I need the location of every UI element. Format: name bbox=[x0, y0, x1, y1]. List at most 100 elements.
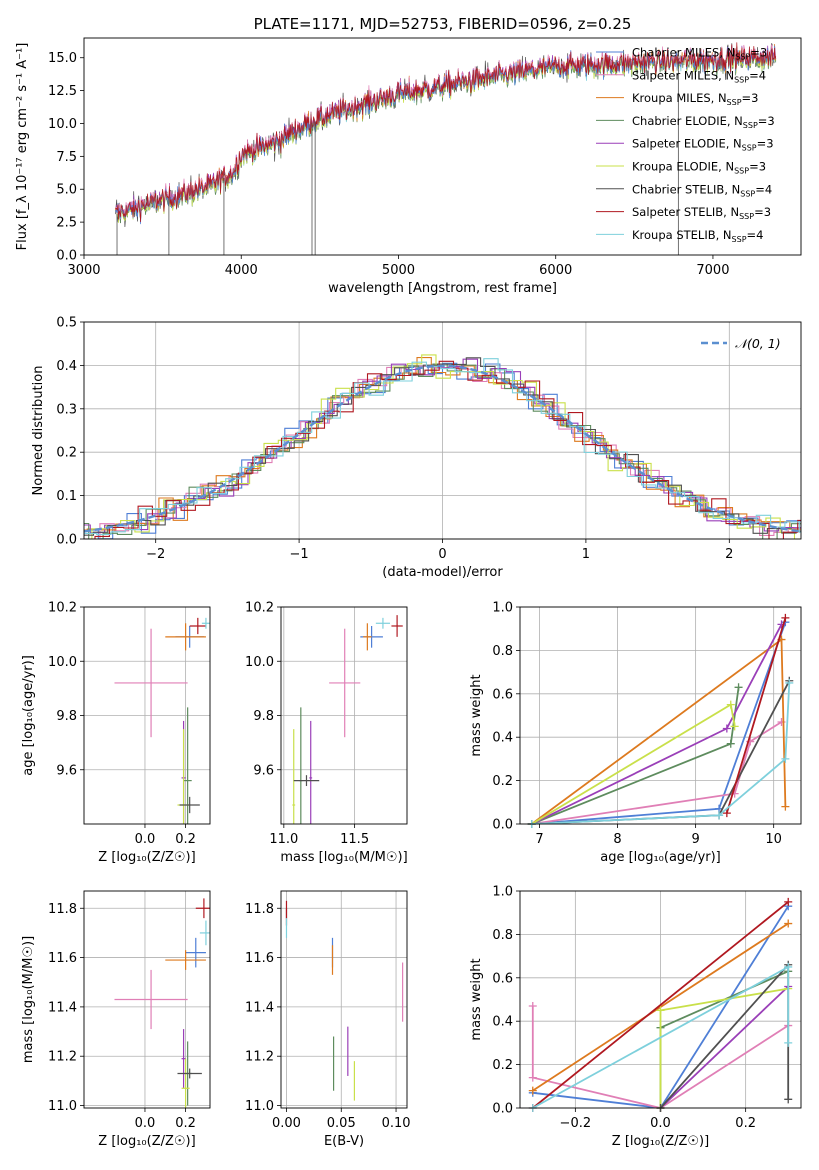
legend-label: Salpeter ELODIE, NSSP=3 bbox=[632, 137, 774, 153]
y-tick-label: 2.5 bbox=[56, 216, 77, 231]
y-tick-label: 0.8 bbox=[492, 644, 513, 659]
y-axis-label: mass weight bbox=[469, 674, 484, 756]
histogram-salpeter_stelib bbox=[84, 360, 801, 539]
y-tick-label: 9.6 bbox=[56, 763, 77, 778]
x-axis-label: age [log₁₀(age/yr)] bbox=[600, 850, 721, 865]
y-tick-label: 0.1 bbox=[56, 489, 77, 504]
mass_weight_vs_Z-axes bbox=[516, 890, 801, 1112]
y-tick-label: 7.5 bbox=[56, 150, 77, 165]
x-tick-label: 3000 bbox=[67, 263, 100, 278]
mass_weight_vs_age-frame bbox=[519, 606, 802, 825]
y-tick-label: 0.8 bbox=[492, 928, 513, 943]
y-tick-label: 0.4 bbox=[56, 359, 77, 374]
mass_vs_EBV-axes bbox=[277, 891, 407, 1112]
x-tick-label: 0.0 bbox=[135, 1116, 156, 1131]
x-tick-label: 7000 bbox=[696, 263, 729, 278]
x-tick-label: 7 bbox=[535, 832, 543, 847]
weight-marker bbox=[656, 1006, 665, 1015]
weight-line-kroupa_elodie bbox=[531, 703, 736, 824]
x-tick-label: 0.2 bbox=[175, 832, 196, 847]
x-axis-label: Z [log₁₀(Z/Z☉)] bbox=[98, 850, 195, 865]
y-tick-label: 1.0 bbox=[492, 601, 513, 616]
legend-label: 𝒩(0, 1) bbox=[735, 336, 781, 351]
weight-line-chabrier_miles bbox=[531, 621, 787, 824]
y-tick-label: 0.0 bbox=[492, 818, 513, 833]
x-tick-label: 11.0 bbox=[269, 832, 298, 847]
y-axis-label: age [log₁₀(age/yr)] bbox=[21, 655, 36, 776]
x-axis-label: wavelength [Angstrom, rest frame] bbox=[328, 281, 557, 296]
x-tick-label: 11.5 bbox=[340, 832, 369, 847]
weight-marker bbox=[784, 897, 793, 906]
histogram-chabrier_stelib bbox=[84, 357, 801, 536]
x-axis-label: mass [log₁₀(M/M☉)] bbox=[280, 850, 407, 865]
y-tick-label: 0.6 bbox=[492, 971, 513, 986]
y-tick-label: 15.0 bbox=[48, 51, 77, 66]
weight-marker bbox=[528, 1086, 537, 1095]
x-tick-label: 0.2 bbox=[735, 1116, 756, 1131]
y-tick-label: 10.0 bbox=[245, 655, 274, 670]
weight-marker bbox=[715, 811, 724, 820]
weight-marker bbox=[781, 802, 790, 811]
weight-marker bbox=[734, 683, 743, 692]
weight-line-salpeter_stelib bbox=[532, 901, 789, 1108]
weight-line-chabrier_stelib bbox=[531, 680, 791, 824]
weight-marker bbox=[726, 739, 735, 748]
x-tick-label: 0.10 bbox=[382, 1116, 411, 1131]
residuals-frame bbox=[83, 321, 802, 540]
y-tick-label: 0.0 bbox=[492, 1102, 513, 1117]
x-axis-label: (data-model)/error bbox=[382, 565, 503, 580]
mass_weight_vs_age-axes bbox=[516, 606, 801, 828]
mass_vs_Z-frame bbox=[83, 890, 211, 1109]
y-tick-label: 0.4 bbox=[492, 1015, 513, 1030]
weight-marker bbox=[781, 613, 790, 622]
x-tick-label: 0.05 bbox=[327, 1116, 356, 1131]
y-tick-label: 0.0 bbox=[56, 249, 77, 264]
weight-marker bbox=[781, 754, 790, 763]
mass_vs_EBV-frame bbox=[280, 890, 408, 1109]
x-axis-label: Z [log₁₀(Z/Z☉)] bbox=[612, 1134, 709, 1149]
y-tick-label: 1.0 bbox=[492, 885, 513, 900]
weight-line-salpeter_stelib bbox=[725, 617, 787, 814]
x-tick-label: 0.2 bbox=[175, 1116, 196, 1131]
y-tick-label: 11.2 bbox=[48, 1050, 77, 1065]
weight-line-chabrier_stelib bbox=[659, 962, 790, 1108]
y-tick-label: 0.6 bbox=[492, 687, 513, 702]
weight-line-kroupa_stelib bbox=[531, 682, 791, 824]
weight-line-chabrier_miles bbox=[532, 905, 789, 1108]
age_vs_Z-axes bbox=[80, 606, 210, 828]
x-axis-label: Z [log₁₀(Z/Z☉)] bbox=[98, 1134, 195, 1149]
x-tick-label: 0.0 bbox=[135, 832, 156, 847]
age_vs_mass-axes bbox=[277, 606, 407, 828]
y-axis-label: Flux [f_λ 10⁻¹⁷ erg cm⁻² s⁻¹ A⁻¹] bbox=[15, 43, 30, 251]
y-tick-label: 0.4 bbox=[492, 731, 513, 746]
y-tick-label: 11.4 bbox=[245, 1000, 274, 1015]
histogram-kroupa_elodie bbox=[84, 354, 801, 539]
mass_weight_vs_Z-frame bbox=[519, 890, 802, 1109]
y-tick-label: 0.3 bbox=[56, 402, 77, 417]
y-tick-label: 0.2 bbox=[492, 1058, 513, 1073]
x-tick-label: 2 bbox=[725, 547, 733, 562]
spectrum-frame bbox=[83, 37, 802, 256]
y-tick-label: 10.2 bbox=[245, 601, 274, 616]
weight-marker bbox=[528, 1002, 537, 1011]
y-tick-label: 0.2 bbox=[492, 774, 513, 789]
weight-marker bbox=[730, 722, 739, 731]
weight-marker bbox=[785, 678, 794, 687]
y-tick-label: 11.8 bbox=[245, 902, 274, 917]
y-tick-label: 9.8 bbox=[56, 709, 77, 724]
weight-line-chabrier_elodie bbox=[531, 687, 740, 824]
mass_vs_Z-axes bbox=[80, 891, 210, 1112]
weight-line-salpeter_miles bbox=[531, 1006, 789, 1108]
weight-marker bbox=[784, 919, 793, 928]
weight-marker bbox=[784, 1038, 793, 1047]
x-tick-label: 5000 bbox=[382, 263, 415, 278]
weight-marker bbox=[726, 700, 735, 709]
y-tick-label: 10.0 bbox=[48, 655, 77, 670]
y-axis-label: mass weight bbox=[469, 958, 484, 1040]
legend-label: Kroupa STELIB, NSSP=4 bbox=[632, 228, 763, 244]
y-tick-label: 0.2 bbox=[56, 446, 77, 461]
y-tick-label: 12.5 bbox=[48, 84, 77, 99]
weight-marker bbox=[528, 1073, 537, 1082]
weight-marker bbox=[722, 809, 731, 818]
legend-label: Salpeter STELIB, NSSP=3 bbox=[632, 205, 771, 221]
